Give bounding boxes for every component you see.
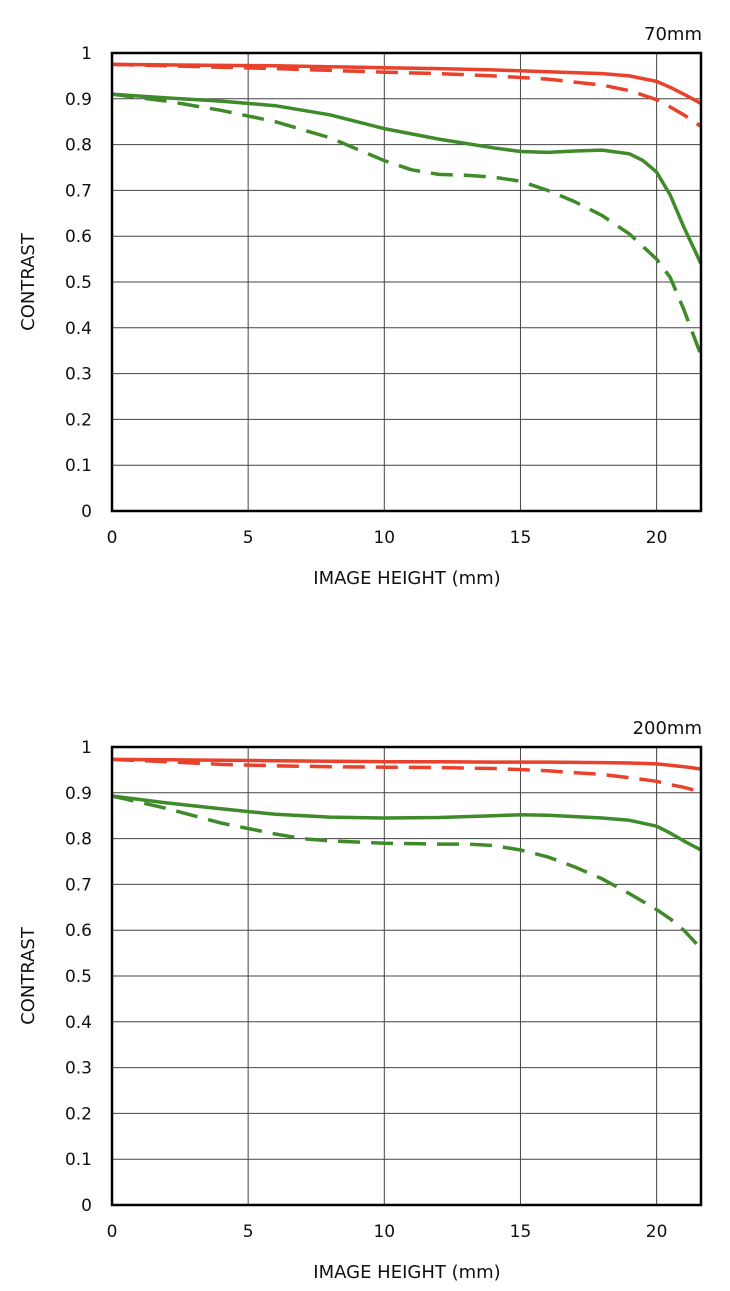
chart-title: 200mm <box>633 718 702 739</box>
y-tick-label: 0.3 <box>65 1059 92 1079</box>
series-line-4 <box>111 794 703 950</box>
x-tick-label: 10 <box>373 1222 395 1242</box>
x-tick-label: 20 <box>646 528 668 548</box>
y-axis-title: CONTRAST <box>18 926 39 1025</box>
x-tick-label: 0 <box>107 1222 118 1242</box>
y-tick-label: 0.8 <box>65 136 92 156</box>
x-tick-label: 15 <box>510 528 532 548</box>
y-tick-label: 0.7 <box>65 181 92 201</box>
y-tick-label: 0.6 <box>65 227 92 247</box>
series-line-2 <box>111 62 702 128</box>
y-tick-label: 0.3 <box>65 365 92 385</box>
mtf-chart-200mm: 200mm CONTRAST IMAGE HEIGHT (mm) 0 0.1 0.2… <box>18 718 703 1283</box>
y-tick-label: 0.5 <box>65 273 92 293</box>
y-tick-label: 0.2 <box>65 1104 92 1124</box>
y-tick-label: 0.4 <box>65 1013 92 1033</box>
y-tick-label: 0.5 <box>65 967 92 987</box>
y-tick-label: 1 <box>81 44 92 64</box>
y-tick-label: 0.1 <box>65 1150 92 1170</box>
series-line-1 <box>111 757 702 771</box>
x-axis-title: IMAGE HEIGHT (mm) <box>313 568 500 589</box>
y-tick-label: 0.9 <box>65 90 92 110</box>
x-tick-label: 20 <box>646 1222 668 1242</box>
y-tick-label: 1 <box>81 738 92 758</box>
y-tick-label: 0.6 <box>65 921 92 941</box>
series-line-3 <box>111 794 702 852</box>
y-tick-label: 0.7 <box>65 875 92 895</box>
y-tick-label: 0.4 <box>65 319 92 339</box>
y-tick-label: 0 <box>81 502 92 522</box>
x-tick-label: 0 <box>107 528 118 548</box>
chart-title: 70mm <box>644 24 702 45</box>
series-line-2 <box>111 757 702 794</box>
series-line-1 <box>111 62 702 105</box>
y-tick-label: 0.2 <box>65 410 92 430</box>
x-tick-label: 15 <box>510 1222 532 1242</box>
series-line-4 <box>111 92 703 356</box>
series-line-3 <box>111 92 703 265</box>
x-axis-title: IMAGE HEIGHT (mm) <box>313 1262 500 1283</box>
y-axis-title: CONTRAST <box>18 232 39 331</box>
y-tick-label: 0.9 <box>65 784 92 804</box>
x-tick-label: 5 <box>243 528 254 548</box>
plot-frame <box>110 745 703 1207</box>
x-tick-label: 10 <box>373 528 395 548</box>
y-tick-label: 0.1 <box>65 456 92 476</box>
mtf-chart-70mm: 70mm CONTRAST IMAGE HEIGHT (mm) 0 0.1 0.2 0… <box>18 24 703 589</box>
y-tick-label: 0 <box>81 1196 92 1216</box>
x-tick-label: 5 <box>243 1222 254 1242</box>
plot-frame <box>110 51 703 513</box>
y-tick-label: 0.8 <box>65 830 92 850</box>
